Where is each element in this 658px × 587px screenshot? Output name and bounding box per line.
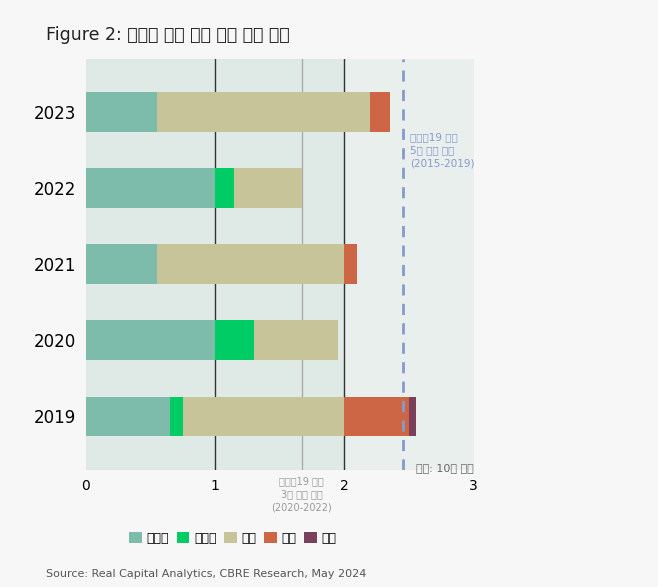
Text: 코로나19 이전
5년 평균 규모
(2015-2019): 코로나19 이전 5년 평균 규모 (2015-2019)	[411, 132, 475, 168]
Bar	[409, 397, 415, 436]
Bar	[86, 92, 157, 131]
Bar	[86, 59, 344, 470]
Legend: 오피스, 리테일, 물류, 호텔, 기타: 오피스, 리테일, 물류, 호텔, 기타	[124, 527, 342, 549]
Bar	[157, 244, 344, 284]
Bar	[86, 244, 157, 284]
Bar	[86, 168, 215, 208]
Text: Source: Real Capital Analytics, CBRE Research, May 2024: Source: Real Capital Analytics, CBRE Res…	[46, 569, 367, 579]
Bar	[157, 92, 370, 131]
Text: 코로나19 이후
3년 평균 규모
(2020-2022): 코로나19 이후 3년 평균 규모 (2020-2022)	[271, 475, 332, 512]
Bar	[86, 321, 215, 360]
Text: 단위: 10억 달러: 단위: 10억 달러	[416, 464, 474, 474]
Bar	[182, 397, 344, 436]
Bar	[254, 321, 338, 360]
Bar	[215, 321, 254, 360]
Bar	[170, 397, 183, 436]
Bar	[344, 244, 357, 284]
Bar	[344, 397, 409, 436]
Bar	[370, 92, 390, 131]
Bar	[86, 397, 170, 436]
Bar	[215, 168, 234, 208]
Text: Figure 2: 연도별 해외 자본 국내 투자 규모: Figure 2: 연도별 해외 자본 국내 투자 규모	[46, 26, 290, 45]
Bar	[234, 168, 301, 208]
